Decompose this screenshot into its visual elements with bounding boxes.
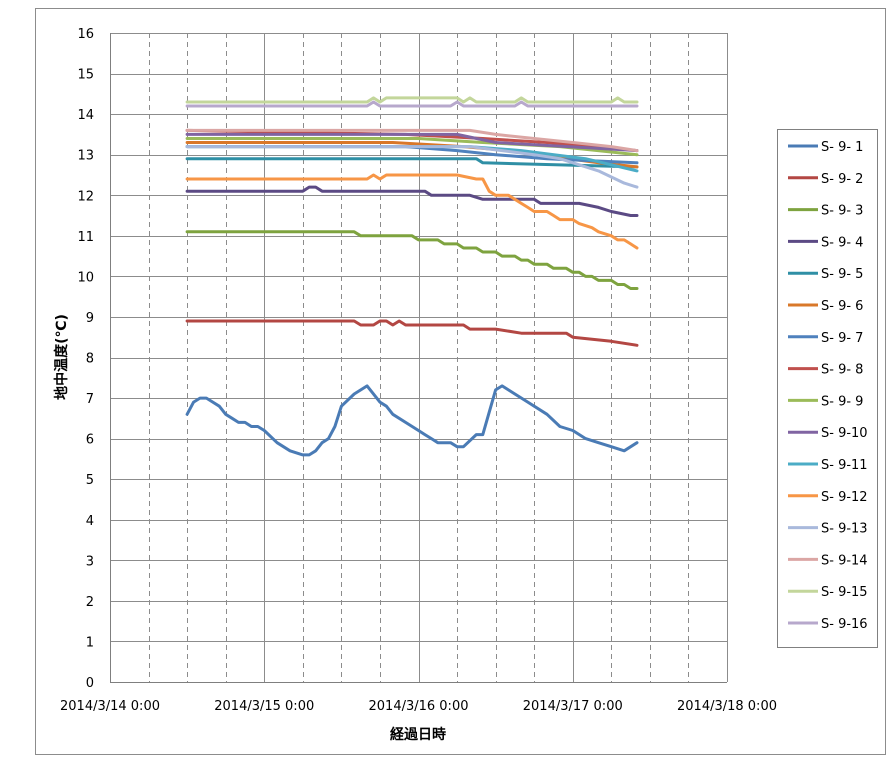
y-tick-label: 0 [86,676,94,691]
legend-label: S- 9- 4 [821,235,863,250]
series-layer [185,96,639,457]
series-line [185,185,639,217]
x-tick-label: 2014/3/15 0:00 [214,699,314,714]
series-line [185,96,639,104]
x-tick-label: 2014/3/17 0:00 [523,699,623,714]
series-line [185,132,639,153]
series-line [185,230,639,290]
legend-label: S- 9- 7 [821,331,863,346]
chart-frame [35,8,886,755]
x-tick-label: 2014/3/18 0:00 [677,699,777,714]
legend-label: S- 9-10 [821,426,868,441]
legend-label: S- 9-12 [821,490,868,505]
legend-label: S- 9-15 [821,585,868,600]
y-tick-label: 8 [86,352,94,367]
series-line [185,384,639,457]
legend-label: S- 9-11 [821,458,868,473]
y-tick-label: 10 [77,270,94,285]
series-line [185,157,639,169]
y-tick-label: 11 [77,230,94,245]
legend-label: S- 9-14 [821,553,868,568]
legend-label: S- 9-16 [821,617,868,632]
legend-label: S- 9- 8 [821,363,863,378]
y-tick-label: 7 [86,392,94,407]
legend-label: S- 9- 2 [821,172,863,187]
series-line [185,137,639,157]
y-tick-label: 14 [77,108,94,123]
legend-label: S- 9- 6 [821,299,863,314]
series-line [185,173,639,250]
y-tick-label: 9 [86,311,94,326]
x-axis-title: 経過日時 [390,726,446,743]
series-line [185,100,639,108]
x-tick-label: 2014/3/16 0:00 [369,699,469,714]
y-tick-label: 5 [86,473,94,488]
legend-label: S- 9- 3 [821,204,863,219]
x-tick-label: 2014/3/14 0:00 [60,699,160,714]
y-tick-label: 15 [77,68,94,83]
y-axis-title: 地中温度(℃) [53,314,70,400]
y-tick-label: 6 [86,433,94,448]
y-tick-label: 13 [77,149,94,164]
legend-label: S- 9- 9 [821,394,863,409]
y-tick-label: 16 [77,27,94,42]
legend-box [777,129,878,648]
y-tick-label: 2 [86,595,94,610]
y-tick-label: 3 [86,554,94,569]
y-tick-label: 12 [77,189,94,204]
y-tick-label: 4 [86,514,94,529]
legend: S- 9- 1 S- 9- 2 S- 9- 3 S- 9- 4 S- 9- 5 S- 9-… [777,129,878,648]
series-line [185,128,639,153]
legend-label: S- 9-13 [821,522,868,537]
legend-label: S- 9- 1 [821,140,863,155]
series-line [185,145,639,189]
y-tick-label: 1 [86,635,94,650]
series-line [185,319,639,347]
legend-label: S- 9- 5 [821,267,863,282]
